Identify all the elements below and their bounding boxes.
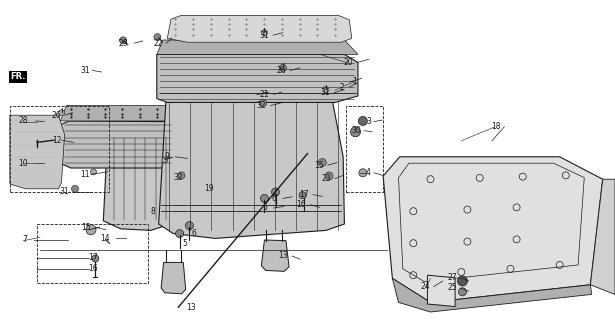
Text: 27: 27	[448, 273, 458, 282]
Text: 32: 32	[256, 101, 266, 110]
Circle shape	[178, 172, 185, 179]
Polygon shape	[427, 275, 455, 307]
Polygon shape	[157, 40, 358, 54]
Circle shape	[154, 34, 161, 41]
Circle shape	[92, 255, 99, 262]
Text: 18: 18	[491, 122, 501, 131]
Text: 23: 23	[321, 174, 331, 183]
Polygon shape	[159, 99, 344, 238]
Text: 30: 30	[352, 126, 362, 135]
Circle shape	[458, 276, 467, 286]
Polygon shape	[590, 179, 615, 294]
Text: 4: 4	[365, 168, 370, 177]
Text: 26: 26	[52, 111, 62, 120]
Text: 11: 11	[80, 170, 90, 179]
Circle shape	[271, 188, 280, 196]
Circle shape	[318, 158, 327, 166]
Text: 17: 17	[299, 190, 309, 199]
Polygon shape	[10, 115, 65, 189]
Polygon shape	[60, 106, 175, 121]
Text: 13: 13	[278, 252, 288, 260]
Circle shape	[119, 37, 127, 44]
Text: 28: 28	[18, 116, 28, 125]
Circle shape	[90, 169, 97, 175]
Polygon shape	[392, 278, 592, 312]
Text: 10: 10	[18, 159, 28, 168]
Circle shape	[58, 110, 65, 116]
Text: 32: 32	[173, 173, 183, 182]
Circle shape	[458, 288, 467, 296]
Text: 3: 3	[367, 117, 371, 126]
Circle shape	[279, 64, 287, 71]
Circle shape	[351, 127, 360, 137]
Text: 12: 12	[52, 136, 62, 145]
Text: 31: 31	[320, 88, 330, 97]
Text: 15: 15	[314, 161, 323, 170]
Circle shape	[260, 100, 267, 107]
Circle shape	[299, 192, 306, 199]
Polygon shape	[60, 121, 175, 168]
Text: 26: 26	[277, 66, 287, 75]
Text: 20: 20	[343, 58, 353, 67]
Polygon shape	[261, 240, 289, 271]
Text: 22: 22	[154, 39, 164, 48]
Bar	[10, 106, 109, 192]
Bar	[37, 224, 148, 283]
Text: 29: 29	[118, 39, 128, 48]
Text: 31: 31	[80, 66, 90, 75]
Circle shape	[71, 185, 79, 192]
Text: 17: 17	[89, 253, 98, 262]
Circle shape	[323, 87, 329, 92]
Circle shape	[86, 225, 96, 235]
Circle shape	[261, 30, 268, 36]
Text: 5: 5	[262, 204, 267, 212]
Text: 19: 19	[204, 184, 214, 193]
Circle shape	[260, 194, 269, 203]
Text: 6: 6	[192, 229, 197, 238]
Text: FR.: FR.	[10, 72, 26, 81]
Circle shape	[359, 169, 367, 177]
Polygon shape	[161, 262, 186, 294]
Text: 15: 15	[81, 223, 91, 232]
Text: 21: 21	[260, 90, 269, 99]
Circle shape	[175, 230, 184, 237]
Circle shape	[162, 157, 168, 163]
Text: 14: 14	[100, 234, 109, 243]
Polygon shape	[157, 54, 358, 102]
Circle shape	[325, 172, 333, 180]
Text: 2: 2	[339, 83, 344, 92]
Polygon shape	[383, 157, 603, 302]
Text: 5: 5	[182, 239, 187, 248]
Text: 16: 16	[89, 264, 98, 273]
Circle shape	[359, 116, 367, 125]
Polygon shape	[167, 15, 352, 42]
Circle shape	[185, 221, 194, 230]
Text: 24: 24	[421, 282, 430, 291]
Text: 1: 1	[352, 77, 357, 86]
Text: 13: 13	[186, 303, 196, 312]
Text: 25: 25	[448, 284, 458, 292]
Text: 7: 7	[22, 236, 27, 244]
Bar	[346, 106, 383, 192]
Text: 8: 8	[150, 207, 155, 216]
Text: 31: 31	[260, 31, 269, 40]
Text: 9: 9	[165, 152, 170, 161]
Text: 31: 31	[60, 188, 69, 196]
Text: 6: 6	[272, 194, 277, 203]
Polygon shape	[103, 133, 173, 230]
Text: 16: 16	[296, 200, 306, 209]
